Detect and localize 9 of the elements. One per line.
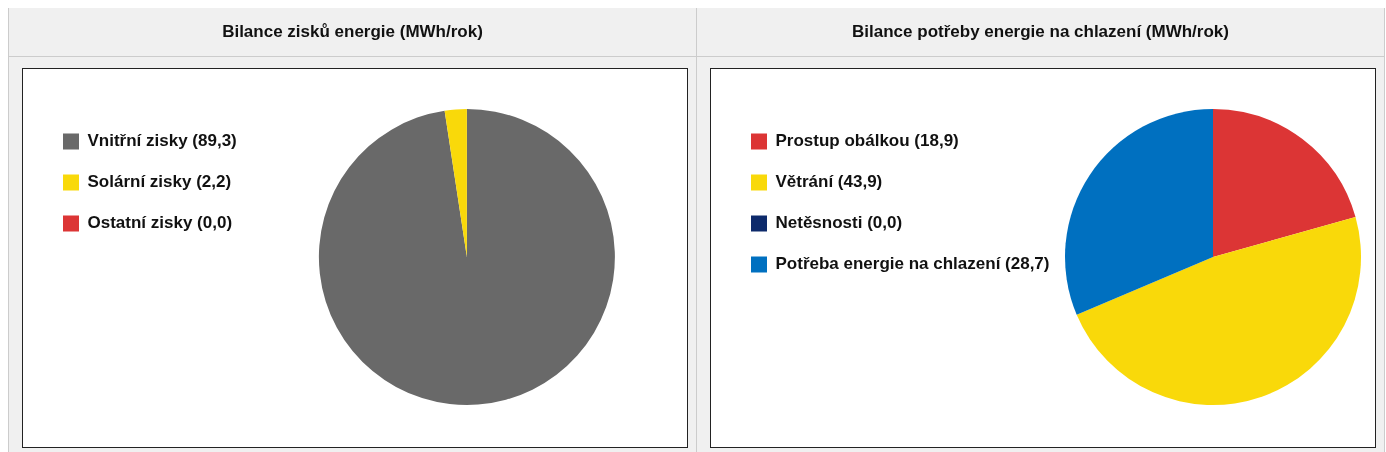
- chart-title: Bilance zisků energie (MWh/rok): [9, 8, 696, 57]
- legend-label: Netěsnosti (0,0): [775, 213, 903, 233]
- legend-label: Prostup obálkou (18,9): [775, 131, 959, 151]
- chart-title: Bilance potřeby energie na chlazení (MWh/rok): [697, 8, 1384, 57]
- legend-label: Ostatní zisky (0,0): [87, 213, 233, 233]
- legend-label: Potřeba energie na chlazení (28,7): [775, 254, 1050, 274]
- legend-label: Solární zisky (2,2): [87, 172, 232, 192]
- legend-label: Větrání (43,9): [775, 172, 883, 192]
- legend-label: Vnitřní zisky (89,3): [87, 131, 237, 151]
